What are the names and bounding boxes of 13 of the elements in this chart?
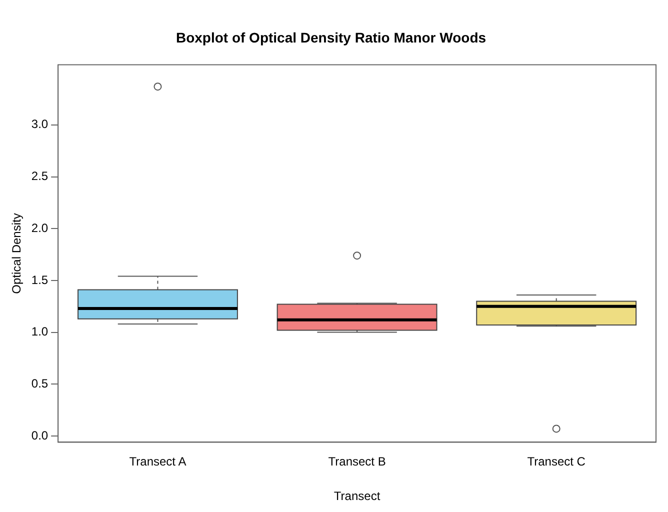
x-tick-label: Transect C [527,454,586,469]
y-tick-label: 2.5 [31,169,48,184]
y-tick-label: 1.5 [31,272,48,287]
y-tick-label: 0.5 [31,376,48,390]
y-tick-label: 0.0 [31,428,48,442]
y-tick-label: 2.0 [31,220,48,235]
y-tick-label: 3.0 [31,117,48,132]
y-tick-label: 1.0 [31,324,48,339]
x-tick-label: Transect A [129,454,186,469]
chart-title: Boxplot of Optical Density Ratio Manor Woods [176,29,486,46]
y-axis-title: Optical Density [10,213,24,294]
x-axis-title: Transect [334,489,381,504]
x-tick-label: Transect B [328,454,386,469]
